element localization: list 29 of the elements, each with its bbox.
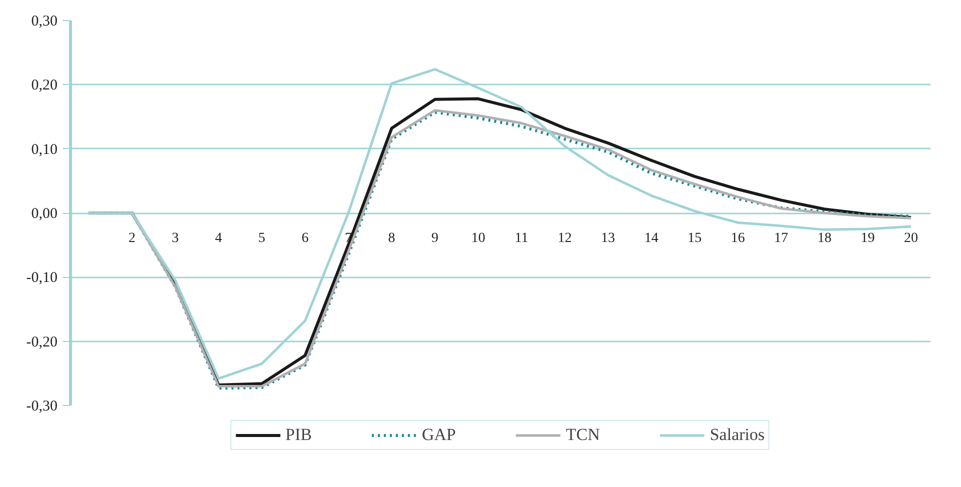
x-tick-label: 19 — [860, 231, 875, 246]
x-tick-label: 9 — [431, 231, 438, 246]
y-tick-label: 0,10 — [31, 142, 58, 158]
x-tick-label: 2 — [128, 231, 136, 246]
x-tick-label: 6 — [302, 231, 309, 246]
y-tick-label: -0,10 — [26, 270, 58, 286]
x-tick-label: 4 — [215, 231, 222, 246]
x-tick-label: 3 — [172, 231, 179, 246]
x-tick-label: 14 — [644, 231, 658, 246]
x-tick-label: 15 — [688, 231, 702, 246]
y-tick-label: 0,20 — [31, 78, 58, 94]
y-tick-label: -0,30 — [26, 398, 58, 414]
x-tick-label: 13 — [601, 231, 616, 246]
x-tick-label: 18 — [817, 231, 832, 246]
x-tick-label: 10 — [471, 231, 486, 246]
x-tick-label: 12 — [558, 231, 572, 246]
x-tick-label: 8 — [388, 231, 396, 246]
y-tick-label: -0,20 — [26, 334, 58, 350]
legend-label: TCN — [566, 425, 600, 445]
x-tick-label: 20 — [904, 231, 918, 246]
legend-label: PIB — [285, 425, 312, 445]
x-tick-label: 16 — [730, 231, 745, 246]
x-tick-label: 5 — [258, 231, 266, 246]
x-tick-label: 17 — [774, 231, 788, 246]
legend-label: Salarios — [710, 425, 765, 445]
legend-label: GAP — [422, 425, 456, 445]
y-tick-label: 0,00 — [31, 206, 58, 222]
x-tick-label: 11 — [514, 231, 528, 246]
y-tick-label: 0,30 — [31, 14, 58, 30]
